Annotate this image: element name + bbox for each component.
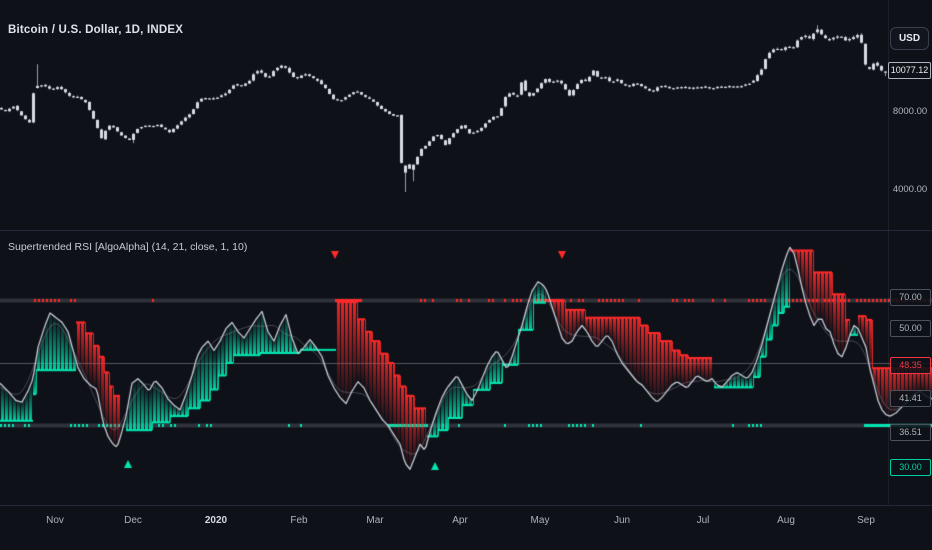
time-axis-label: Aug <box>777 515 795 526</box>
time-axis-label: Jun <box>613 515 631 526</box>
price-axis-label: 4000.00 <box>892 184 928 195</box>
time-axis-label: Dec <box>124 515 142 526</box>
time-axis-label: Apr <box>452 515 468 526</box>
indicator-scale-label: 30.00 <box>890 459 931 476</box>
time-axis-label: Mar <box>366 515 384 526</box>
currency-toggle-button[interactable]: USD <box>890 27 929 50</box>
time-axis-label: Jul <box>696 515 710 526</box>
indicator-scale-label: 36.51 <box>890 424 931 441</box>
time-axis-label: Sep <box>857 515 875 526</box>
indicator-scale-label: 50.00 <box>890 320 931 337</box>
time-axis-divider <box>0 505 932 506</box>
last-price-label: 10077.12 <box>888 62 931 79</box>
indicator-scale-label: 70.00 <box>890 289 931 306</box>
indicator-scale-label: 48.35 <box>890 357 931 374</box>
indicator-legend[interactable]: Supertrended RSI [AlgoAlpha] (14, 21, cl… <box>8 241 248 253</box>
indicator-scale-label: 41.41 <box>890 390 931 407</box>
time-axis-label: 2020 <box>204 515 228 526</box>
indicator-pane-canvas[interactable] <box>0 230 932 505</box>
price-axis-label: 8000.00 <box>892 106 928 117</box>
pane-divider[interactable] <box>0 230 932 231</box>
symbol-legend[interactable]: Bitcoin / U.S. Dollar, 1D, INDEX <box>8 24 184 36</box>
time-axis-label: Nov <box>46 515 64 526</box>
time-axis-label: Feb <box>290 515 308 526</box>
time-axis-label: May <box>530 515 550 526</box>
price-axis-divider <box>888 0 889 505</box>
price-pane-canvas[interactable] <box>0 0 932 230</box>
